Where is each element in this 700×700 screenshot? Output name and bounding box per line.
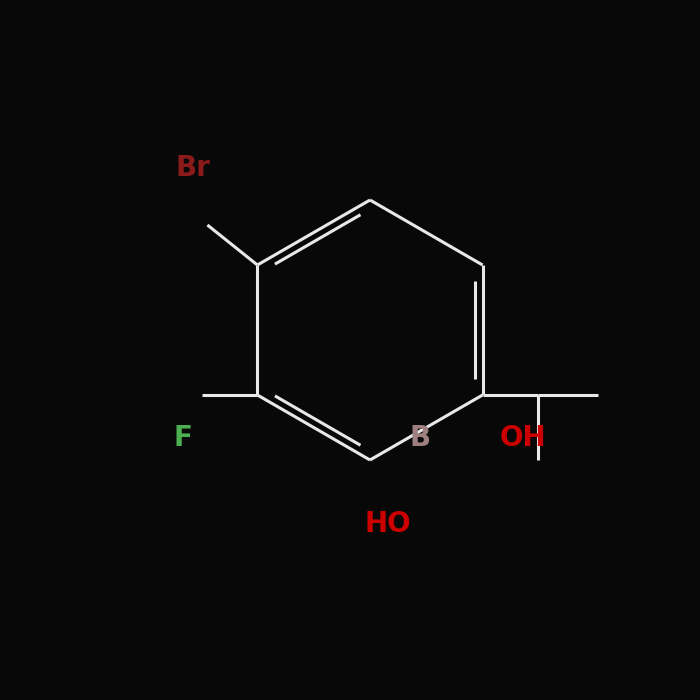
Text: F: F — [173, 424, 192, 452]
Text: HO: HO — [365, 510, 412, 538]
Text: B: B — [410, 424, 430, 452]
Text: Br: Br — [175, 154, 210, 182]
Text: OH: OH — [500, 424, 547, 452]
